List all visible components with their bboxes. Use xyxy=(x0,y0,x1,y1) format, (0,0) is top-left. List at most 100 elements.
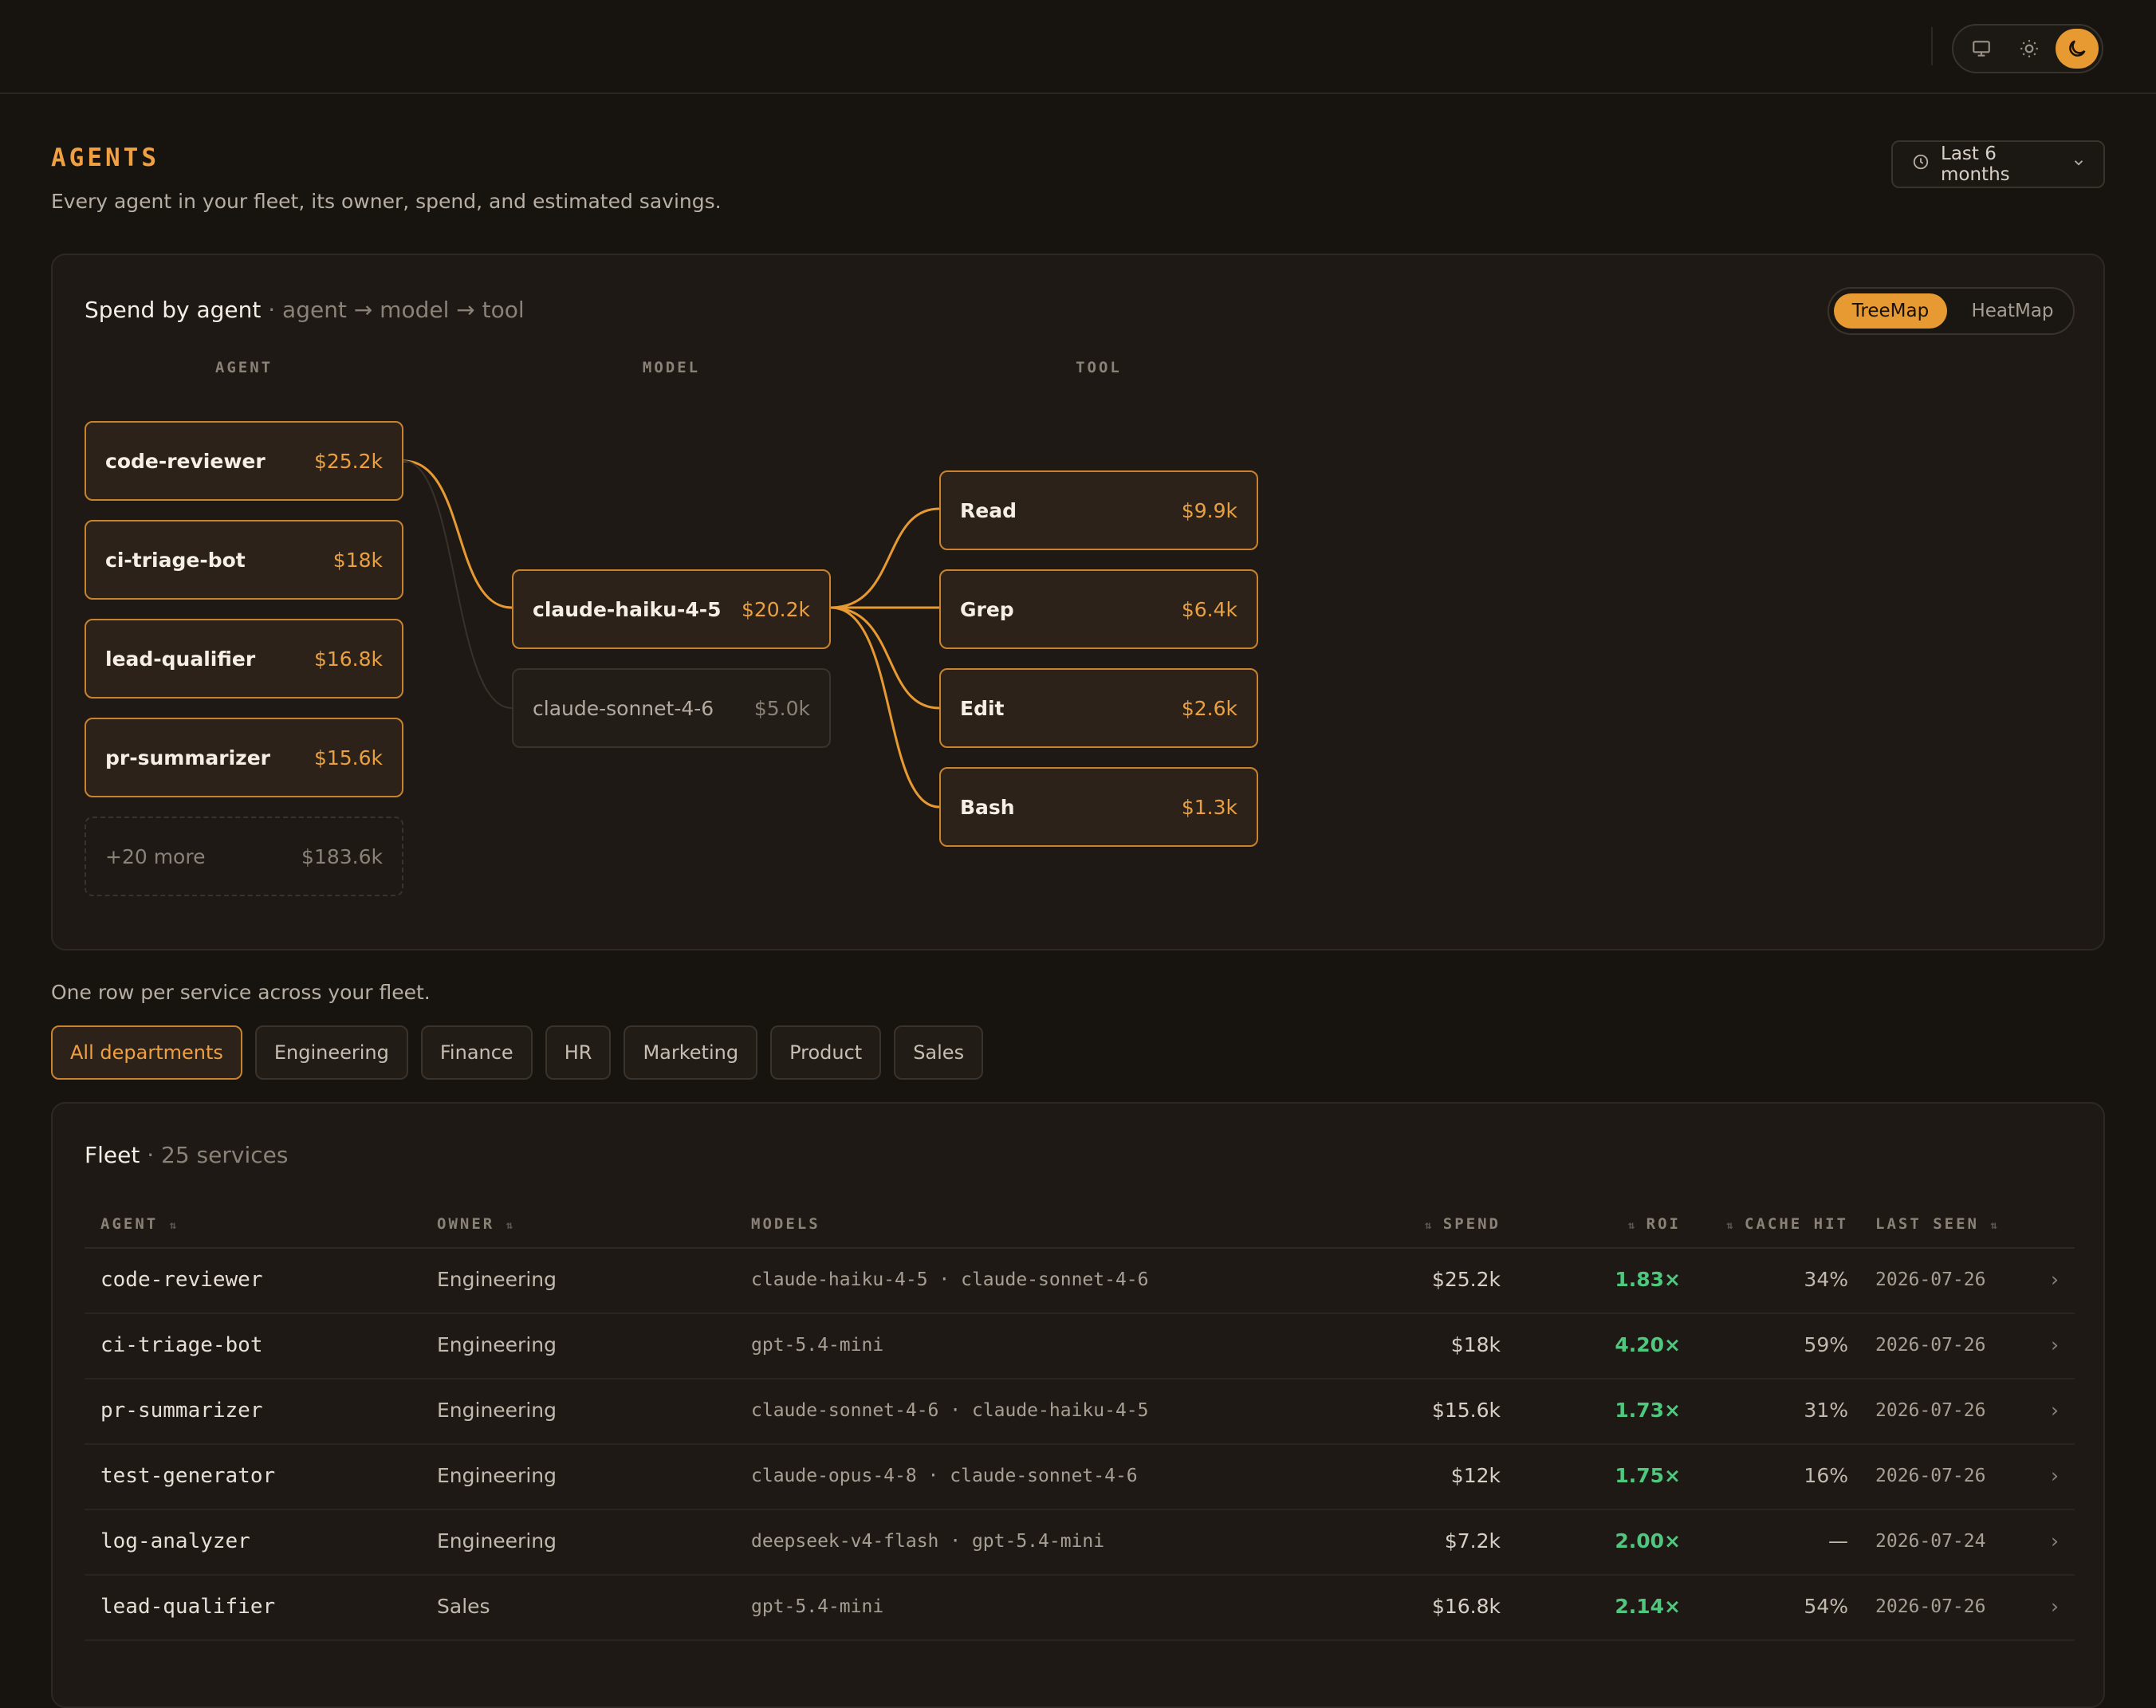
sun-icon[interactable] xyxy=(2011,30,2048,67)
model-node[interactable]: claude-sonnet-4-6 $5.0k xyxy=(512,668,831,748)
node-value: $16.8k xyxy=(313,647,383,671)
owner: Engineering xyxy=(437,1399,557,1422)
node-label: Read xyxy=(960,498,1017,522)
spend: $12k xyxy=(1450,1464,1501,1487)
link-haiku-read xyxy=(830,507,940,609)
table-row[interactable]: pr-summarizer Engineering claude-sonnet-… xyxy=(85,1379,2075,1445)
owner-column-header[interactable]: OWNER ⇅ xyxy=(437,1215,513,1233)
chevron-down-icon xyxy=(2071,154,2086,175)
node-value: $2.6k xyxy=(1181,696,1237,720)
chevron-right-icon[interactable]: › xyxy=(2051,1268,2059,1291)
date-range-picker[interactable]: Last 6 months xyxy=(1891,140,2105,188)
node-value: $9.9k xyxy=(1181,498,1237,522)
models: gpt-5.4-mini xyxy=(751,1596,884,1617)
agent-name: test-generator xyxy=(100,1464,276,1488)
table-row[interactable]: code-reviewer Engineering claude-haiku-4… xyxy=(85,1249,2075,1314)
table-row[interactable]: ci-triage-bot Engineering gpt-5.4-mini $… xyxy=(85,1314,2075,1379)
cache-hit: 31% xyxy=(1804,1399,1848,1422)
treemap-tab[interactable]: TreeMap xyxy=(1834,293,1947,329)
table-row[interactable]: log-analyzer Engineering deepseek-v4-fla… xyxy=(85,1510,2075,1576)
node-value: $18k xyxy=(332,548,383,572)
chevron-right-icon[interactable]: › xyxy=(2051,1399,2059,1422)
node-value: $5.0k xyxy=(753,696,810,720)
filter-product[interactable]: Product xyxy=(770,1025,882,1080)
models: deepseek-v4-flash · gpt-5.4-mini xyxy=(751,1531,1105,1552)
moon-icon[interactable] xyxy=(2056,29,2099,69)
last-seen: 2026-07-24 xyxy=(1875,1531,1986,1552)
filter-sales[interactable]: Sales xyxy=(894,1025,984,1080)
models: gpt-5.4-mini xyxy=(751,1335,884,1356)
node-label: Grep xyxy=(960,597,1014,621)
fleet-caption: One row per service across your fleet. xyxy=(51,981,431,1004)
card-title: Spend by agent · agent → model → tool xyxy=(85,297,525,323)
spend-column-header[interactable]: ⇅ SPEND xyxy=(1424,1215,1501,1233)
agent-name: ci-triage-bot xyxy=(100,1333,263,1357)
link-haiku-edit xyxy=(830,606,940,710)
roi: 4.20× xyxy=(1615,1333,1681,1356)
heatmap-tab[interactable]: HeatMap xyxy=(1971,301,2054,321)
agent-name: lead-qualifier xyxy=(100,1595,276,1619)
last-seen-column-header[interactable]: LAST SEEN ⇅ xyxy=(1875,1215,1997,1233)
divider xyxy=(1931,27,1933,65)
fleet-card: Fleet · 25 services AGENT ⇅ OWNER ⇅ MODE… xyxy=(51,1102,2105,1708)
tool-node[interactable]: Read $9.9k xyxy=(939,470,1258,550)
fleet-title-text: Fleet xyxy=(85,1142,140,1168)
chevron-right-icon[interactable]: › xyxy=(2051,1529,2059,1553)
tool-node[interactable]: Bash $1.3k xyxy=(939,767,1258,847)
monitor-icon[interactable] xyxy=(1963,30,2000,67)
table-row[interactable]: test-generator Engineering claude-opus-4… xyxy=(85,1445,2075,1510)
cache-hit: 54% xyxy=(1804,1595,1848,1618)
filter-marketing[interactable]: Marketing xyxy=(624,1025,758,1080)
agent-node[interactable]: lead-qualifier $16.8k xyxy=(85,619,403,699)
last-seen: 2026-07-26 xyxy=(1875,1466,1986,1486)
models: claude-sonnet-4-6 · claude-haiku-4-5 xyxy=(751,1400,1149,1421)
agent-node[interactable]: code-reviewer $25.2k xyxy=(85,421,403,501)
model-column-header: MODEL xyxy=(642,359,701,376)
tool-node[interactable]: Grep $6.4k xyxy=(939,569,1258,649)
roi: 2.14× xyxy=(1615,1595,1681,1618)
agent-node[interactable]: ci-triage-bot $18k xyxy=(85,520,403,600)
agent-node[interactable]: pr-summarizer $15.6k xyxy=(85,718,403,797)
models: claude-opus-4-8 · claude-sonnet-4-6 xyxy=(751,1466,1138,1486)
chevron-right-icon[interactable]: › xyxy=(2051,1333,2059,1356)
chevron-right-icon[interactable]: › xyxy=(2051,1464,2059,1487)
tool-node[interactable]: Edit $2.6k xyxy=(939,668,1258,748)
top-bar xyxy=(0,0,2156,94)
table-header: AGENT ⇅ OWNER ⇅ MODELS ⇅ SPEND ⇅ ROI ⇅ C… xyxy=(85,1198,2075,1249)
node-label: code-reviewer xyxy=(105,449,266,473)
node-value: $15.6k xyxy=(313,746,383,769)
chevron-right-icon[interactable]: › xyxy=(2051,1595,2059,1618)
roi-column-header[interactable]: ⇅ ROI xyxy=(1627,1215,1681,1233)
filter-all-departments[interactable]: All departments xyxy=(51,1025,242,1080)
filter-finance[interactable]: Finance xyxy=(420,1025,533,1080)
node-label: claude-haiku-4-5 xyxy=(533,597,722,621)
agent-name: pr-summarizer xyxy=(100,1399,263,1423)
more-agents-node[interactable]: +20 more $183.6k xyxy=(85,817,403,896)
cache-hit: — xyxy=(1828,1529,1848,1553)
spend-by-agent-card: Spend by agent · agent → model → tool Tr… xyxy=(51,254,2105,950)
model-node[interactable]: claude-haiku-4-5 $20.2k xyxy=(512,569,831,649)
owner: Engineering xyxy=(437,1333,557,1356)
card-subtitle: agent → model → tool xyxy=(282,297,525,323)
spend: $7.2k xyxy=(1444,1529,1501,1553)
node-value: $25.2k xyxy=(313,449,383,473)
filter-engineering[interactable]: Engineering xyxy=(254,1025,408,1080)
cache-hit-column-header[interactable]: ⇅ CACHE HIT xyxy=(1726,1215,1848,1233)
filter-hr[interactable]: HR xyxy=(545,1025,612,1080)
node-value: $20.2k xyxy=(741,597,810,621)
cache-hit: 59% xyxy=(1804,1333,1848,1356)
node-value: $6.4k xyxy=(1181,597,1237,621)
models-column-header: MODELS xyxy=(751,1215,820,1233)
link-code-reviewer-sonnet xyxy=(403,460,513,709)
agent-column-header[interactable]: AGENT ⇅ xyxy=(100,1215,177,1233)
spend: $16.8k xyxy=(1431,1595,1501,1618)
roi: 1.83× xyxy=(1615,1268,1681,1291)
owner: Sales xyxy=(437,1595,490,1618)
spend: $18k xyxy=(1450,1333,1501,1356)
link-code-reviewer-haiku xyxy=(403,459,513,609)
spend: $15.6k xyxy=(1431,1399,1501,1422)
agent-name: log-analyzer xyxy=(100,1529,250,1553)
table-row[interactable]: lead-qualifier Sales gpt-5.4-mini $16.8k… xyxy=(85,1576,2075,1641)
department-filters: All departments Engineering Finance HR M… xyxy=(51,1025,984,1080)
node-label: pr-summarizer xyxy=(105,746,270,769)
